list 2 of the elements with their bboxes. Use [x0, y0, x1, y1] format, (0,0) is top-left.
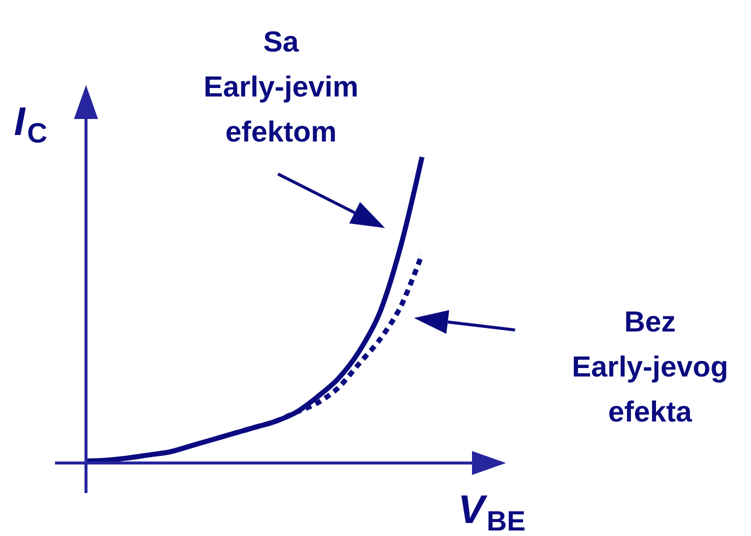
text: Sa Early-jevim efektom — [204, 26, 358, 148]
text: Bez Early-jevog efekta — [572, 306, 728, 428]
